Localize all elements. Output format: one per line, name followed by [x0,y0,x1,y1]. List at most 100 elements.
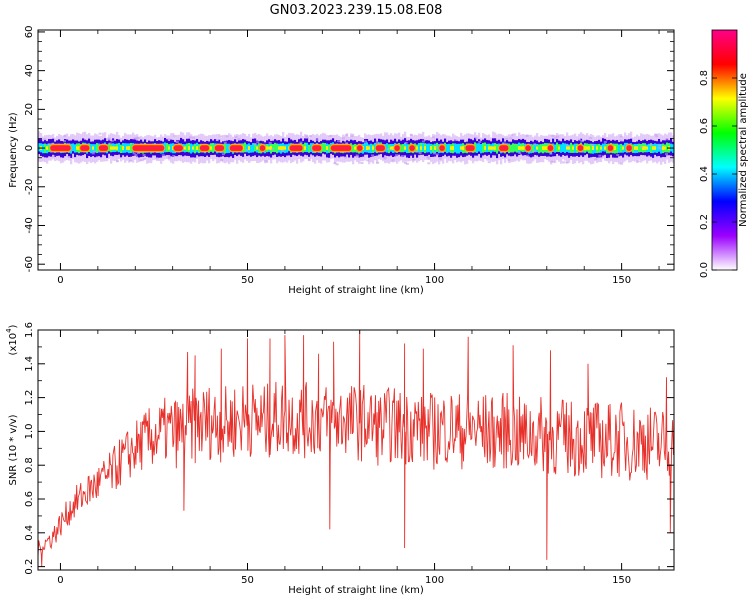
x-tick-label: 150 [612,275,631,286]
band-speck [108,142,112,145]
spectrogram-frame [37,29,675,271]
y-tick-label: 1.4 [24,356,35,372]
band-speck [129,159,133,162]
band-core-hot [76,146,79,150]
band-speck [619,139,623,142]
band-core [516,143,519,153]
band-core [480,143,483,154]
band-core-hot [46,146,49,150]
band-core-hot [434,146,437,150]
band-core [428,143,431,153]
band-core-hot [596,146,599,150]
band-core-hot [188,146,191,150]
band-core [594,143,597,154]
band-speck [478,140,482,143]
band-speck [167,156,171,159]
band-core-hot [566,146,569,150]
band-core-hot [430,146,433,151]
band-speck [532,150,536,153]
band-core [254,143,257,152]
band-peak [357,145,363,151]
band-speck [355,154,359,157]
band-speck [337,140,341,143]
band-speck [405,162,409,165]
band-core-hot [196,146,199,150]
band-speck [566,144,570,147]
band-core-hot [372,146,375,150]
band-speck [271,148,275,151]
band-core [108,143,111,152]
band-speck [415,150,419,153]
band-core [650,143,653,154]
band-core [454,143,457,153]
band-speck [188,136,192,139]
band-core [432,144,435,153]
band-core [616,143,619,154]
band-speck [525,154,529,157]
band-core [94,144,97,153]
band-speck [221,153,225,156]
band-speck [590,144,594,147]
band-peak [394,145,400,151]
band-speck [562,161,566,164]
band-core-hot [592,146,595,151]
band-speck [639,145,643,148]
band-core [328,144,331,153]
band-peak [132,145,165,151]
band-speck [549,152,553,155]
band-speck [509,137,513,140]
band-core [38,143,41,152]
snr-scale-exponent: 4 [5,328,13,333]
band-speck [280,149,284,152]
band-core [48,143,51,153]
band-core-hot [604,146,607,150]
band-speck [134,154,138,157]
band-peak [439,145,445,151]
band-core [556,142,559,153]
band-core-hot [460,146,463,150]
band-peak [312,145,322,151]
band-core-hot [278,146,281,150]
y-tick-label: -20 [24,179,35,195]
band-speck [659,147,663,150]
band-core [224,143,227,154]
band-peak [607,145,614,151]
band-speck [391,159,395,162]
band-core-hot [92,146,95,150]
band-speck [383,156,387,159]
y-tick-label: 1.2 [24,390,35,406]
band-peak [499,145,509,151]
band-speck [427,162,431,165]
band-speck [350,135,354,138]
figure-title: GN03.2023.239.15.08.E08 [270,3,443,18]
y-tick-label: 20 [24,103,35,116]
band-speck [237,138,241,141]
band-core-hot [78,146,81,151]
band-core-hot [484,146,487,150]
band-speck [658,144,662,147]
band-speck [223,141,227,144]
band-core [554,144,557,153]
band-core [120,144,123,154]
band-speck [364,140,368,143]
snr-y-label: SNR (10 * v/v) [8,414,19,485]
band-core [590,143,593,154]
band-core [72,143,75,152]
band-core [166,143,169,153]
band-core [226,143,229,154]
band-core-hot [662,146,665,150]
spectrogram-band [38,131,675,166]
band-speck [598,154,602,157]
band-speck [426,155,430,158]
band-core-hot [184,146,187,150]
band-peak [214,145,225,151]
band-core-hot [586,146,589,150]
band-core-hot [568,146,571,150]
band-core [308,144,311,153]
band-core-hot [558,146,561,150]
band-core [418,143,421,153]
band-core-hot [652,146,655,150]
y-tick-label: -60 [24,256,35,272]
band-core [666,142,669,153]
band-peak [173,145,183,151]
